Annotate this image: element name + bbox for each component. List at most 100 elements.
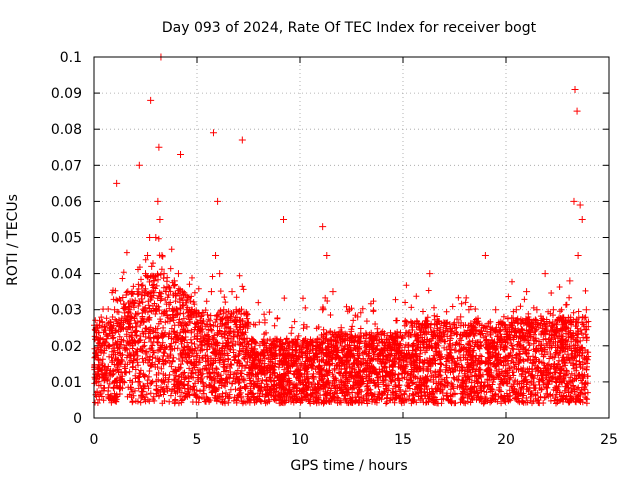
data-point [209,129,217,137]
data-point [228,288,236,296]
data-point [236,324,244,332]
data-point [570,197,578,205]
y-tick-label: 0.03 [51,303,82,319]
data-point [193,335,201,343]
data-point [251,360,259,368]
tick-layer: 0 0.01 0.02 0.03 0.04 0.05 0.06 0.07 0.08 0.09 0.1… [51,50,618,448]
data-point [378,349,386,357]
data-point [160,270,168,278]
data-point [576,201,584,209]
data-point [574,252,582,260]
data-point [319,306,327,314]
data-point [383,385,391,393]
data-point [224,313,232,321]
data-point [512,306,520,314]
x-tick-label: 5 [193,432,202,448]
data-point [197,342,205,350]
data-point-band [91,235,592,407]
data-point [465,306,473,314]
plot-frame [93,56,610,419]
data-point [96,335,104,343]
data-point [139,371,147,379]
data-point [207,288,215,296]
data-point [312,349,320,357]
data-point [541,270,549,278]
data-point [245,349,252,357]
y-tick-label: 0.07 [51,158,82,174]
data-point [300,385,308,393]
data-point [106,324,114,332]
data-point [275,360,283,368]
data-point [523,288,531,296]
data-point [183,306,191,314]
data-point [362,335,370,343]
data-point [156,215,164,223]
data-point [560,324,568,332]
data-point [137,295,145,303]
data-point [502,324,510,332]
data-point [148,262,156,270]
data-point [370,342,378,350]
data-point [296,349,304,357]
data-point [533,306,541,314]
data-point [216,270,224,278]
data-point [119,378,127,386]
data-point [475,320,483,328]
data-point [341,382,349,390]
data-point [481,252,489,260]
data-point [436,324,444,332]
data-point [121,313,129,321]
data-point [389,342,397,350]
data-point [177,150,185,158]
data-point [446,335,454,343]
data-point [111,306,119,314]
data-point [214,197,222,205]
data-point [461,389,469,397]
x-tick-label: 0 [90,432,99,448]
y-tick-label: 0 [73,411,82,427]
data-point [164,378,172,386]
data-point [261,349,269,357]
x-tick-label: 10 [291,432,309,448]
data-point [144,252,152,260]
data-point [155,143,163,151]
y-tick-label: 0.02 [51,339,82,355]
data-point [582,306,590,314]
data-point [203,320,211,328]
data-point [125,306,133,314]
data-point [304,342,312,350]
data-point [255,356,263,364]
y-tick-label: 0.08 [51,122,82,138]
y-tick-label: 0.04 [51,267,82,283]
x-axis-label: GPS time / hours [290,458,407,474]
data-point [549,306,557,314]
points-layer [91,53,592,407]
data-point [418,324,426,332]
data-point [212,252,220,260]
data-point [187,313,195,321]
data-point [329,288,337,296]
data-point [166,298,174,306]
data-point [232,306,240,314]
data-point [282,353,290,361]
data-point [426,270,434,278]
data-point [354,313,362,321]
data-point [280,215,288,223]
data-point [142,270,149,278]
data-point [218,382,226,390]
data-point [319,223,327,231]
data-point [98,371,106,379]
data-point [399,356,407,364]
y-tick-label: 0.06 [51,194,82,210]
data-point [185,385,193,393]
data-point [420,378,428,386]
data-point [556,378,564,386]
data-point [100,342,108,350]
data-point [571,85,579,93]
data-point [154,197,162,205]
data-point [345,306,353,314]
x-tick-label: 15 [394,432,412,448]
data-point [566,277,574,285]
data-point [146,234,154,241]
y-tick-label: 0.05 [51,231,82,247]
